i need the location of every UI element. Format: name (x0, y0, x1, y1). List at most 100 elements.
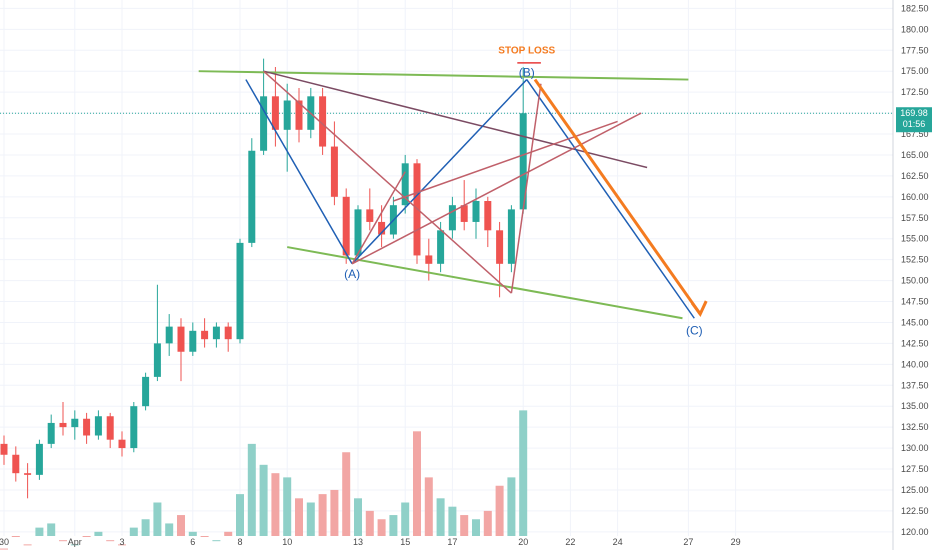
candle-body (378, 221, 386, 235)
volume-bar (0, 548, 8, 550)
candle (165, 314, 173, 356)
candle (507, 205, 515, 273)
candle (189, 322, 197, 356)
x-tick-label: 13 (353, 537, 363, 547)
label-layer: (A) (B) (C) STOP LOSS (344, 46, 703, 338)
y-axis[interactable]: 182.50180.00177.50175.00172.50170.00167.… (901, 3, 929, 536)
y-tick-label: 172.50 (901, 87, 929, 97)
candle-body (366, 209, 374, 222)
candle-body (354, 209, 362, 256)
volume-bar (507, 477, 516, 536)
candle-body (0, 443, 8, 455)
wave-line-1 (245, 79, 353, 265)
x-tick-label: 27 (683, 537, 693, 547)
candle-body (165, 326, 173, 344)
candle (153, 284, 161, 382)
candle (283, 83, 291, 172)
volume-bar (354, 498, 362, 536)
candle-body (472, 201, 480, 222)
candle (71, 410, 79, 440)
x-tick-label: 24 (613, 537, 623, 547)
price-tag-background (896, 107, 932, 133)
candle-body (401, 163, 409, 206)
candle (212, 322, 220, 348)
candle (35, 439, 43, 480)
candle-body (189, 330, 197, 352)
inner-line-2 (351, 171, 406, 265)
x-tick-label: 8 (237, 537, 242, 547)
volume-bar (283, 477, 292, 536)
projection-arrow (533, 78, 702, 315)
y-tick-label: 130.00 (901, 443, 929, 453)
volume-bar (495, 485, 504, 536)
candle-body (319, 96, 327, 147)
y-tick-label: 127.50 (901, 464, 929, 474)
inner-line-3 (351, 112, 642, 265)
candle-body (142, 376, 150, 407)
candle-body (260, 96, 268, 151)
volume-bar (11, 536, 20, 537)
y-tick-label: 152.50 (901, 255, 929, 265)
inner-line-4 (393, 120, 618, 202)
current-price-tag: 169.98 01:56 (896, 107, 932, 133)
volume-bar (153, 502, 162, 536)
wave-label-a: (A) (344, 267, 360, 281)
candle-body (59, 422, 67, 428)
candle (519, 67, 527, 214)
y-tick-label: 122.50 (901, 506, 929, 516)
wave-label-c: (C) (686, 323, 703, 337)
volume-bar (247, 443, 256, 536)
candle (472, 188, 480, 239)
x-tick-label: 15 (400, 537, 410, 547)
x-tick-label: 3 (119, 537, 124, 547)
y-tick-label: 160.00 (901, 192, 929, 202)
y-tick-label: 162.50 (901, 171, 929, 181)
y-tick-label: 140.00 (901, 359, 929, 369)
volume-bar (295, 498, 303, 536)
candle-body (271, 96, 279, 130)
volume-bar (259, 464, 268, 536)
volume-bar (413, 431, 421, 536)
candle (248, 138, 256, 248)
y-tick-label: 157.50 (901, 213, 929, 223)
volume-bar (106, 540, 115, 542)
candle-body (460, 205, 468, 222)
candle (142, 372, 150, 411)
volume-bar (377, 519, 386, 536)
candle-body (425, 255, 433, 264)
y-tick-label: 120.00 (901, 527, 929, 537)
x-tick-label: 6 (190, 537, 195, 547)
candle (201, 318, 209, 348)
candle-body (130, 406, 138, 449)
candle (177, 318, 185, 382)
candle (354, 205, 362, 260)
candle (118, 431, 126, 457)
x-tick-label: 20 (518, 537, 528, 547)
volume-bar (460, 515, 469, 536)
x-axis[interactable]: 30 Apr 3 6 8 10 13 15 17 20 22 24 27 29 (0, 537, 741, 547)
candle (448, 196, 456, 239)
volume-bar (94, 531, 103, 536)
candle-body (83, 418, 91, 436)
volume-bar (271, 473, 280, 536)
volume-bar (141, 519, 150, 536)
volume-bar (23, 544, 32, 546)
y-tick-label: 145.00 (901, 317, 929, 327)
y-tick-label: 180.00 (901, 24, 929, 34)
volume-bar (59, 540, 67, 542)
candle (106, 412, 114, 449)
candle-body (248, 150, 256, 243)
volume-bar (330, 489, 339, 536)
candle-body (35, 443, 43, 475)
inner-line-1 (263, 70, 512, 294)
volume-bar (389, 515, 398, 536)
wave-line-3 (526, 79, 695, 319)
candle-body (507, 209, 515, 264)
drawing-layer (198, 62, 708, 320)
volume-bar (82, 536, 91, 537)
volume-bar (448, 506, 457, 536)
y-tick-label: 175.00 (901, 66, 929, 76)
y-tick-label: 150.00 (901, 276, 929, 286)
candle-body (71, 418, 79, 428)
